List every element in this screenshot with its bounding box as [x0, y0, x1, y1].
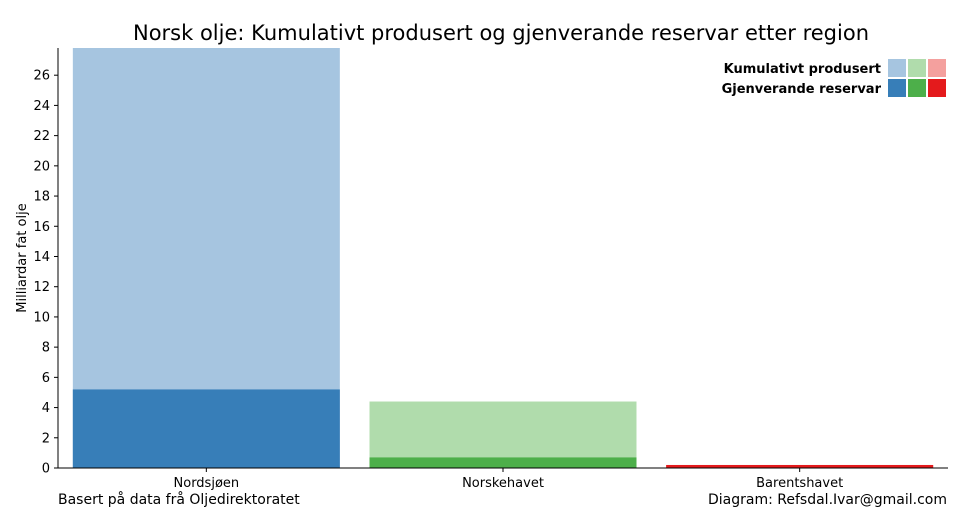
legend-swatch: [928, 59, 946, 77]
legend-swatch: [908, 59, 926, 77]
source-note: Basert på data frå Oljedirektoratet: [58, 491, 300, 508]
y-tick-label: 16: [33, 220, 50, 235]
x-tick-label: Norskehavet: [462, 476, 544, 491]
legend-swatch: [888, 79, 906, 97]
y-tick-label: 10: [33, 310, 50, 325]
y-tick-label: 12: [33, 280, 50, 295]
legend-label: Gjenverande reservar: [722, 82, 882, 97]
bar-remaining-1: [369, 457, 637, 468]
y-tick-label: 0: [42, 462, 50, 477]
bar-remaining-2: [666, 464, 934, 468]
legend: Kumulativt produsert Gjenverande reservar: [722, 59, 946, 97]
y-tick-label: 8: [42, 341, 50, 356]
y-tick-label: 2: [42, 431, 50, 446]
x-ticks-group: Nordsjøen Norskehavet Barentshavet: [174, 468, 843, 491]
bars-group: [72, 48, 934, 468]
legend-swatch: [888, 59, 906, 77]
y-tick-label: 18: [33, 190, 50, 205]
y-tick-label: 24: [33, 99, 50, 114]
y-tick-label: 20: [33, 159, 50, 174]
y-tick-label: 26: [33, 69, 50, 84]
y-tick-label: 6: [42, 371, 50, 386]
y-tick-label: 4: [42, 401, 50, 416]
credit-note: Diagram: Refsdal.Ivar@gmail.com: [708, 492, 947, 508]
legend-label: Kumulativt produsert: [724, 62, 881, 77]
bar-produced-1: [369, 401, 637, 468]
y-tick-label: 22: [33, 129, 50, 144]
y-axis-label: Milliardar fat olje: [15, 203, 30, 312]
bar-remaining-0: [72, 389, 340, 468]
y-tick-label: 14: [33, 250, 50, 265]
chart-title: Norsk olje: Kumulativt produsert og gjen…: [133, 21, 869, 45]
legend-swatch: [908, 79, 926, 97]
legend-swatch: [928, 79, 946, 97]
x-tick-label: Nordsjøen: [174, 476, 240, 491]
x-tick-label: Barentshavet: [756, 476, 843, 491]
